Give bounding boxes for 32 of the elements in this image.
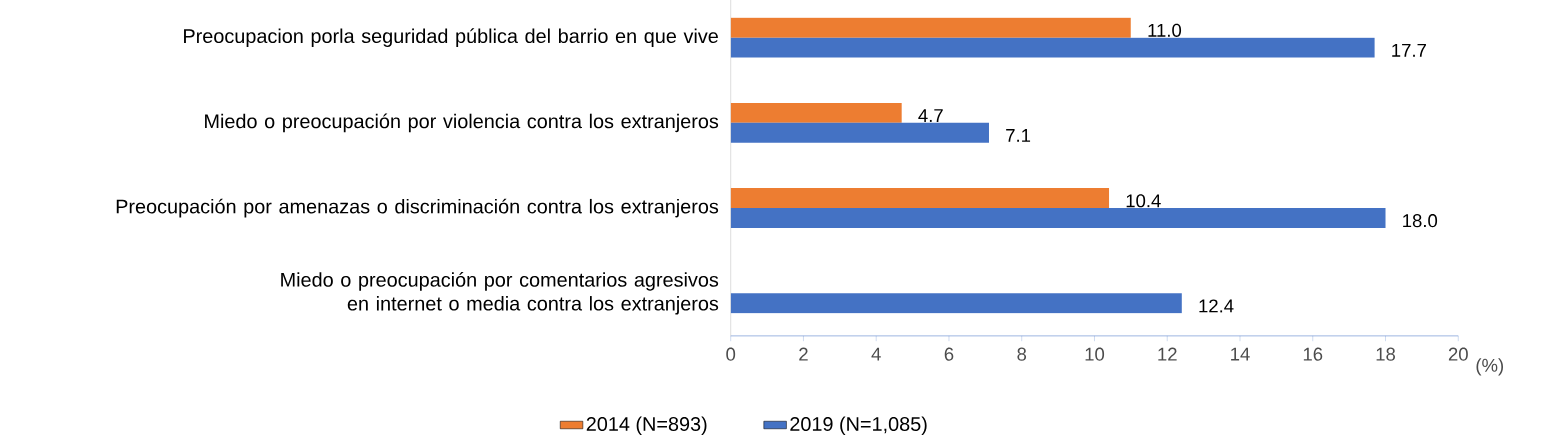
y-tick-label: Preocupación por amenazas o discriminación contra los extranjeros — [116, 198, 719, 218]
legend-label: 2019 (N=1,085) — [790, 416, 927, 436]
x-tick-label: 0 — [726, 347, 736, 361]
data-label: 10.4 — [1126, 194, 1161, 208]
data-label: 17.7 — [1392, 44, 1426, 57]
x-tick-label: 14 — [1231, 347, 1250, 361]
x-tick-label: 18 — [1376, 347, 1396, 361]
x-tick-label: 12 — [1158, 347, 1177, 361]
x-tick-label: 2 — [799, 347, 808, 361]
data-label: 11.0 — [1148, 23, 1182, 38]
bar — [730, 17, 1131, 38]
y-tick-label: Miedo o preocupación por comentarios agresivos en internet o media contra los extranjeros — [281, 272, 719, 315]
bar — [730, 123, 989, 144]
bar — [730, 37, 1375, 58]
legend-label: 2014 (N=893) — [586, 416, 707, 436]
x-tick-label: 6 — [944, 347, 954, 361]
data-label: 4.7 — [918, 109, 943, 123]
bar — [730, 208, 1386, 229]
bar — [730, 188, 1110, 209]
y-tick-label: Preocupacion porla seguridad pública del barrio en que vive — [184, 28, 718, 48]
bar — [730, 293, 1182, 314]
x-tick-label: 4 — [871, 347, 881, 361]
data-label: 12.4 — [1199, 299, 1234, 313]
x-tick-label: 8 — [1017, 347, 1027, 361]
data-label: 7.1 — [1006, 129, 1031, 143]
x-tick-label: 10 — [1085, 347, 1105, 361]
y-tick-label: Miedo o preocupación por violencia contra los extranjeros — [205, 113, 719, 133]
data-label: 18.0 — [1403, 214, 1438, 228]
x-tick-label: 16 — [1303, 347, 1323, 361]
x-tick-label: 20 — [1448, 347, 1468, 361]
x-axis-title: (%) — [1476, 358, 1504, 376]
bar — [730, 103, 902, 124]
